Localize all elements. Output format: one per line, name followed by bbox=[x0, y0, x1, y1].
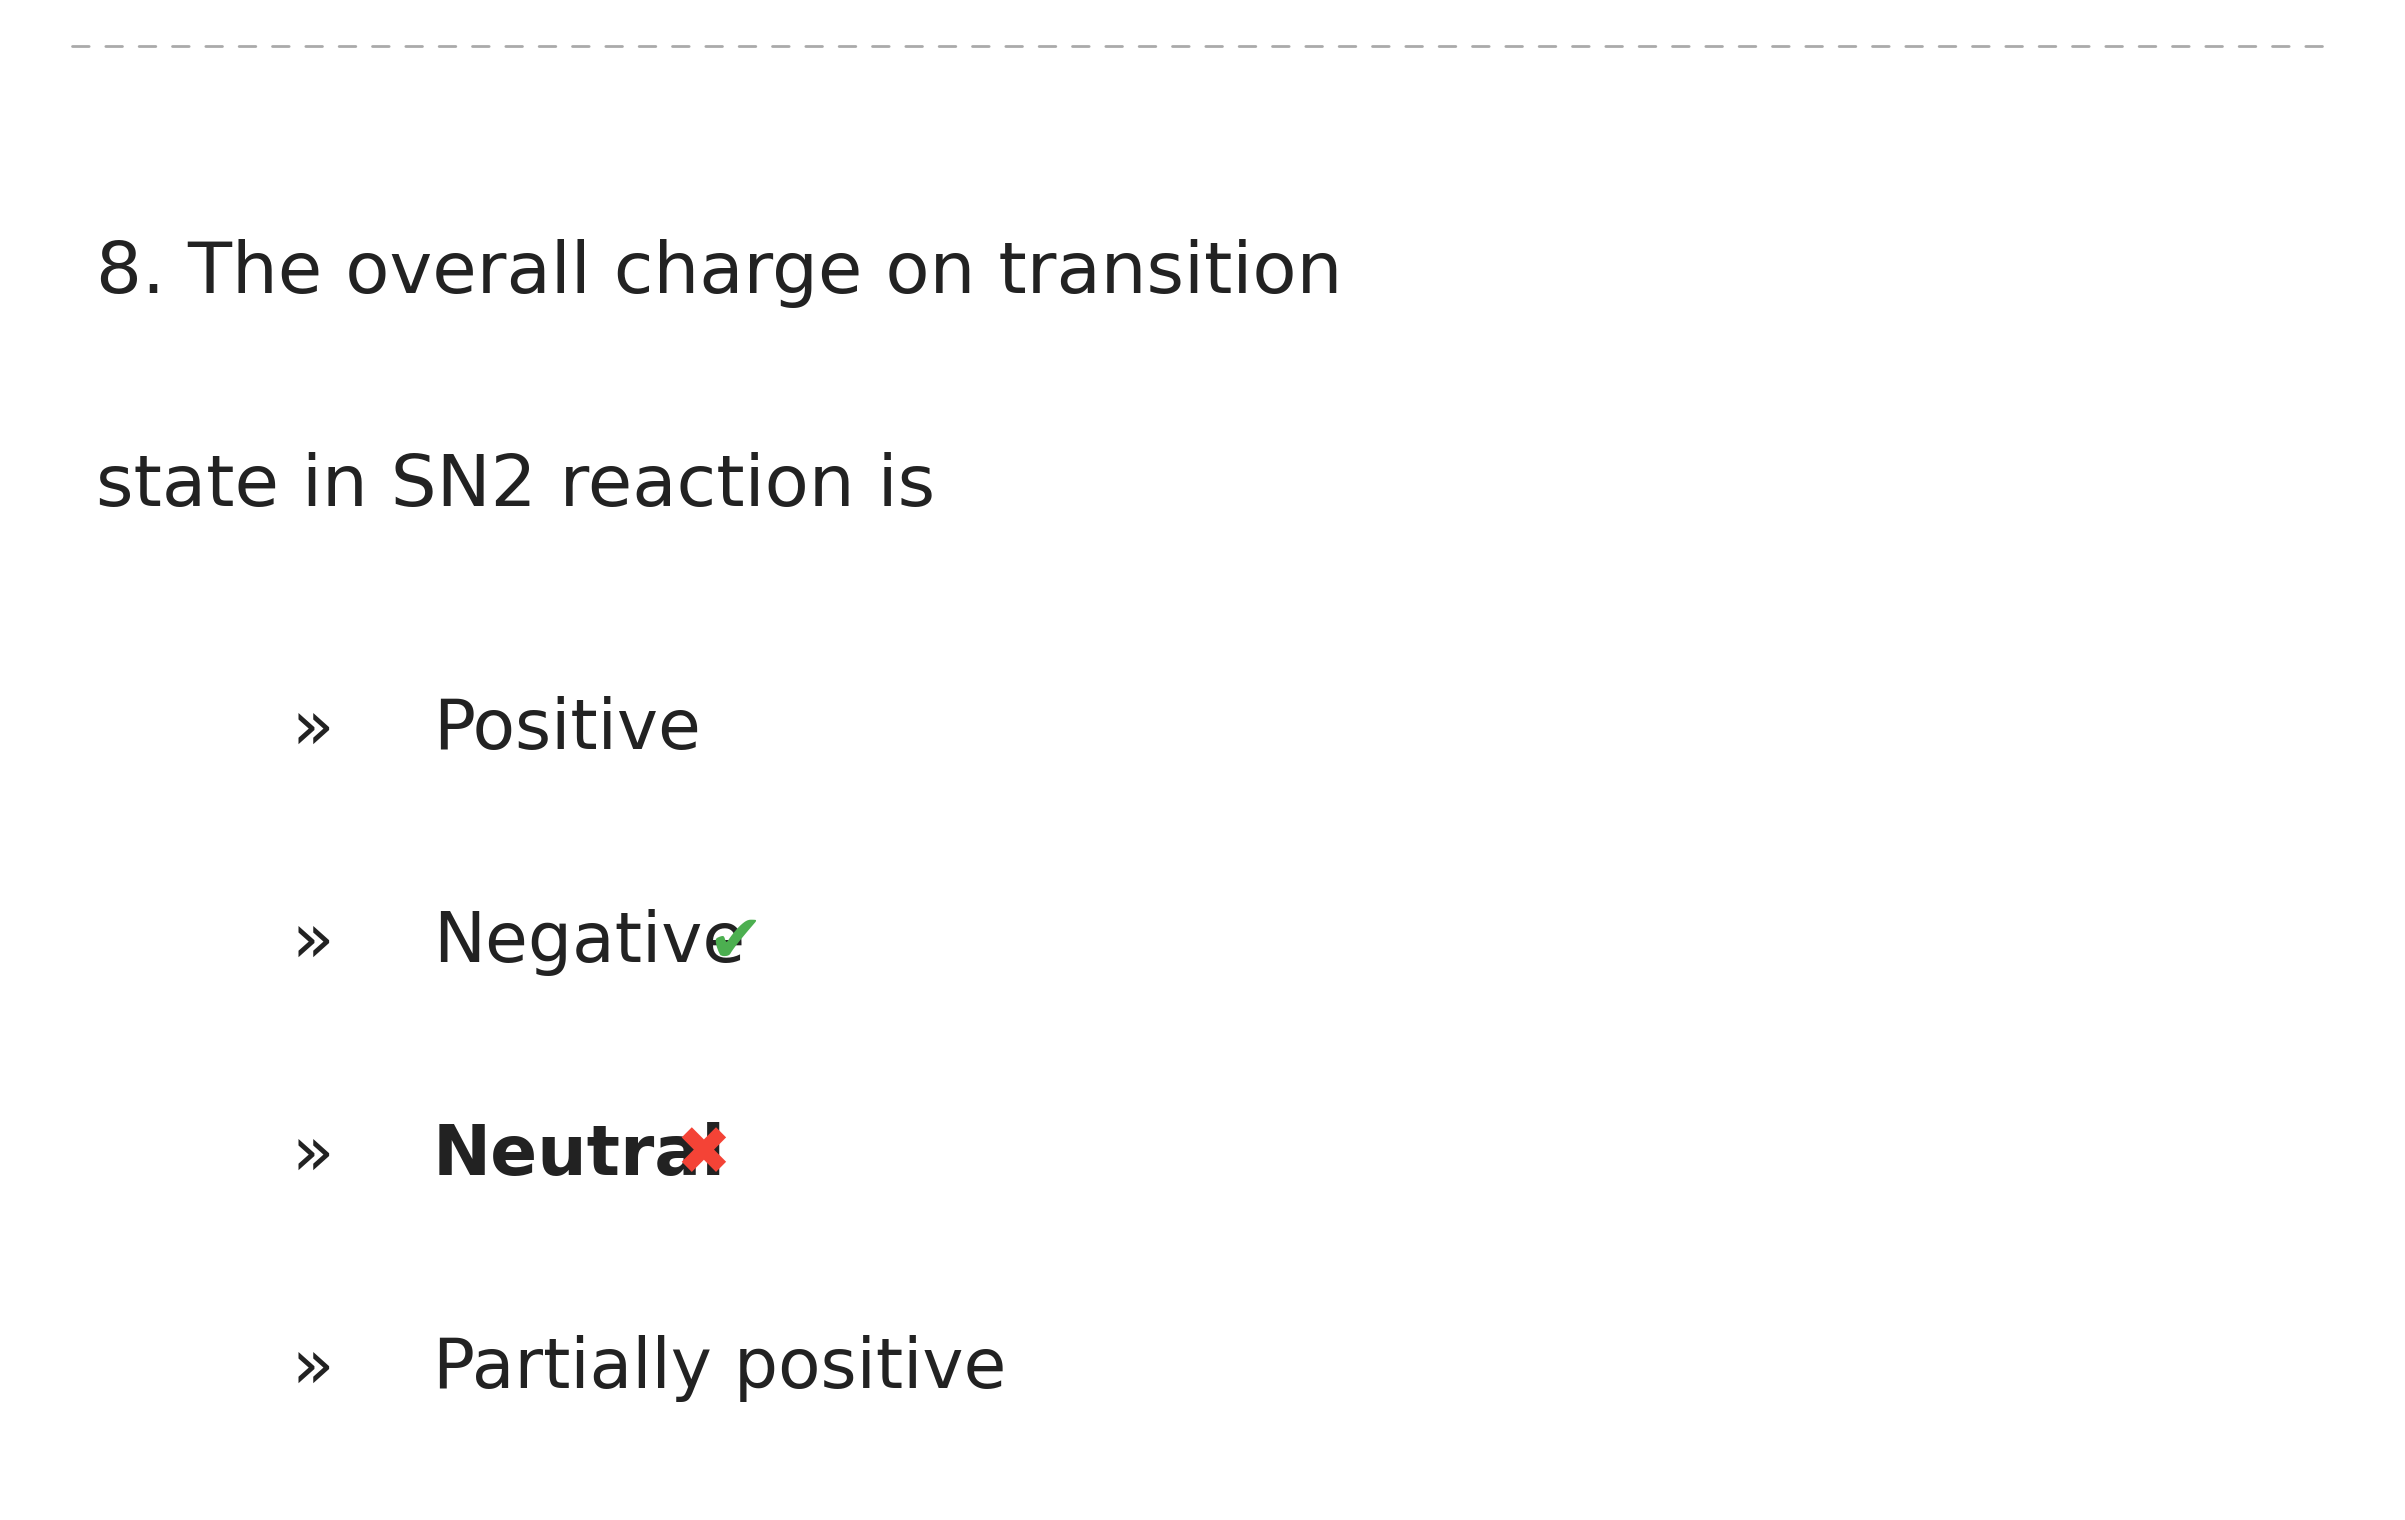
Text: Positive: Positive bbox=[433, 696, 700, 763]
Text: Partially positive: Partially positive bbox=[433, 1335, 1005, 1401]
Text: 8. The overall charge on transition: 8. The overall charge on transition bbox=[96, 239, 1342, 309]
Text: »: » bbox=[291, 1335, 334, 1401]
Text: state in SN2 reaction is: state in SN2 reaction is bbox=[96, 451, 936, 521]
Text: ✔: ✔ bbox=[707, 909, 762, 976]
Text: »: » bbox=[291, 1122, 334, 1189]
Text: ✖: ✖ bbox=[676, 1122, 731, 1189]
Text: »: » bbox=[291, 909, 334, 976]
Text: Negative: Negative bbox=[433, 909, 746, 976]
Text: »: » bbox=[291, 696, 334, 763]
Text: Neutral: Neutral bbox=[433, 1122, 726, 1189]
